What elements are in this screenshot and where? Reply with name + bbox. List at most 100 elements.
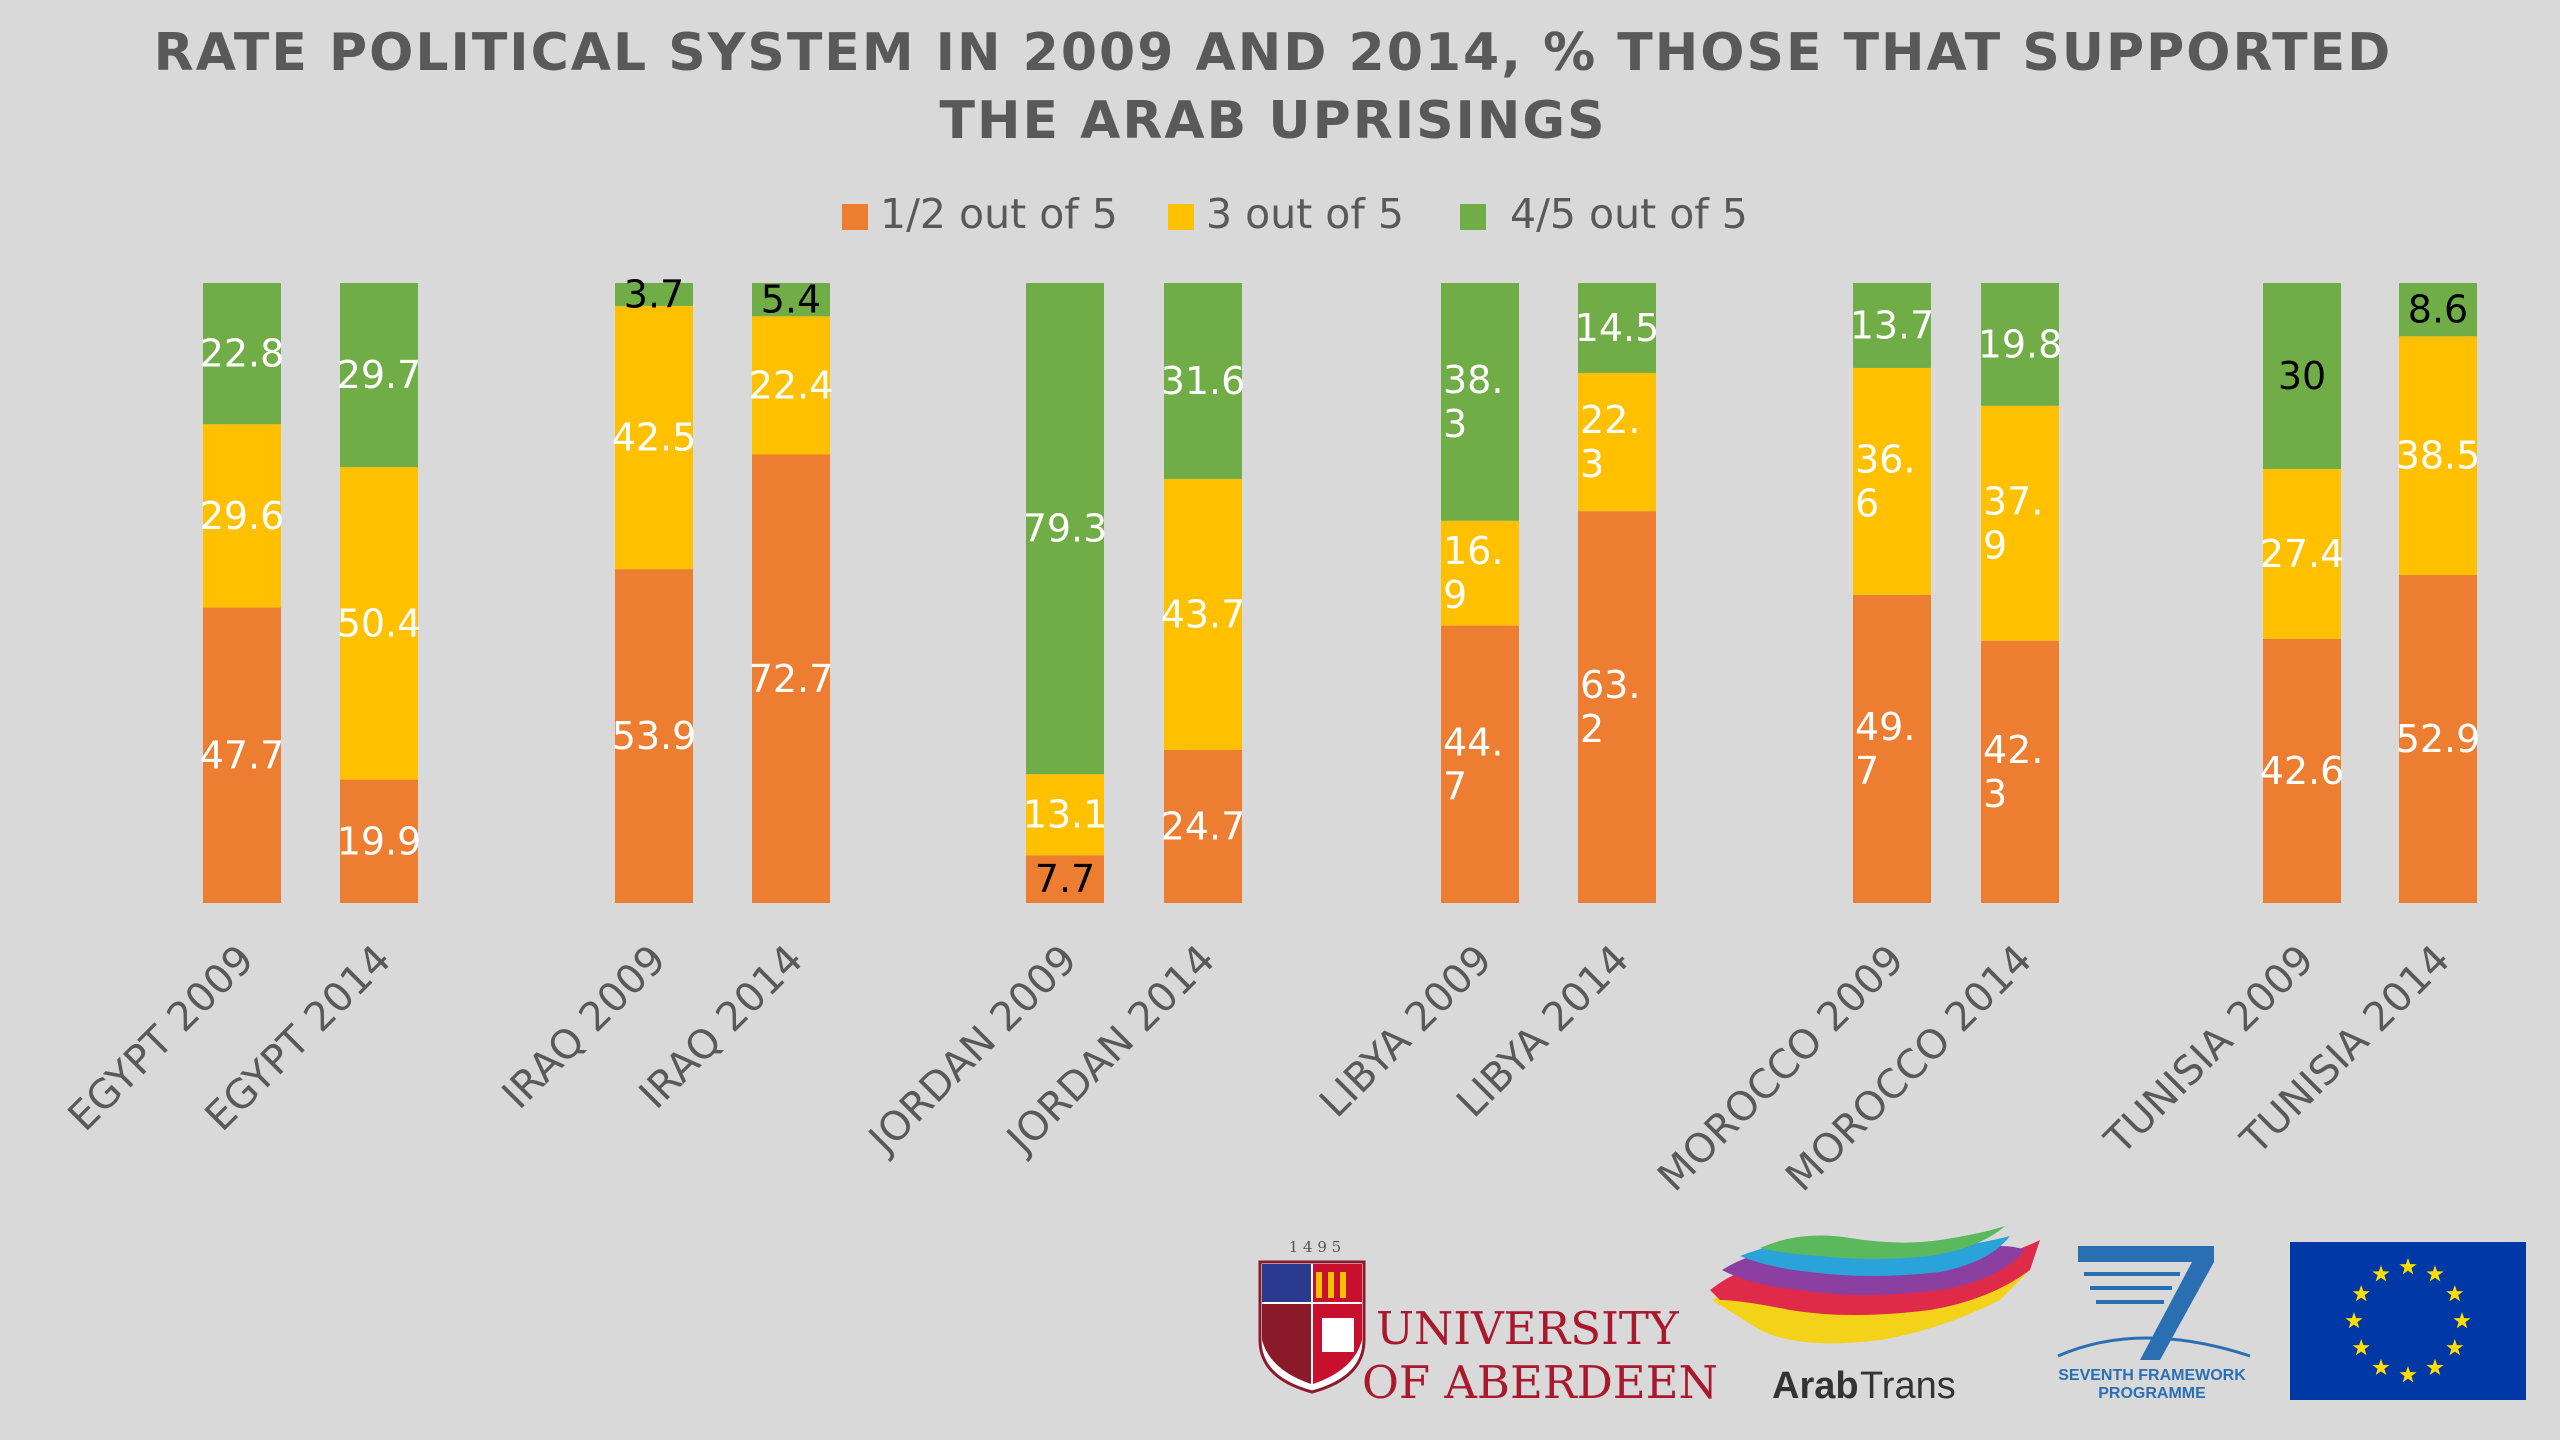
bar-segment-jordan-2014-fourfive: [1164, 283, 1242, 479]
value-label-line: 9: [1443, 573, 1467, 617]
value-label-line: 38.: [1443, 358, 1503, 402]
bar-segment-morocco-2014-three: [1981, 405, 2059, 641]
legend-label-half: 1/2 out of 5: [880, 190, 1118, 238]
value-label-line: 63.: [1580, 663, 1640, 707]
fp7-seven-icon: [2078, 1246, 2214, 1360]
eu-star-icon: [2453, 1312, 2471, 1329]
bar-segment-jordan-2009-half: [1026, 855, 1104, 903]
value-label-line: 13.7: [1850, 303, 1935, 347]
value-label-tunisia-2014-half: 52.9: [2396, 717, 2481, 761]
value-label-line: 49.: [1855, 705, 1915, 749]
value-label-line: 19.9: [337, 819, 422, 863]
value-label-egypt-2014-three: 50.4: [337, 601, 422, 645]
value-label-egypt-2009-half: 47.7: [200, 733, 285, 777]
bar-segment-jordan-2009-fourfive: [1026, 283, 1104, 775]
value-label-iraq-2009-three: 42.5: [612, 416, 697, 460]
aberdeen-crest-quarter-2-stripe-b: [1328, 1272, 1334, 1298]
bar-segment-morocco-2009-fourfive: [1853, 283, 1931, 368]
aberdeen-line-2: OF ABERDEEN: [1362, 1356, 1718, 1409]
fp7-arc-icon: [2057, 1336, 2251, 1358]
arabtrans-map-green: [1760, 1226, 2005, 1259]
bar-segment-egypt-2009-three: [203, 424, 281, 608]
aberdeen-crest-castle: [1322, 1318, 1354, 1352]
eu-star-icon: [2446, 1285, 2464, 1302]
value-label-line: 6: [1855, 481, 1879, 525]
value-label-line: 42.: [1983, 728, 2043, 772]
value-label-egypt-2014-fourfive: 29.7: [337, 353, 422, 397]
value-label-morocco-2009-fourfive: 13.7: [1850, 303, 1935, 347]
value-label-libya-2009-half: 44. 7: [1443, 720, 1503, 808]
value-label-iraq-2009-fourfive: 3.7: [624, 272, 684, 316]
bar-segment-iraq-2009-three: [615, 305, 693, 570]
arabtrans-wordmark-bold: Arab: [1772, 1365, 1859, 1407]
value-label-morocco-2014-three: 37. 9: [1983, 479, 2043, 567]
bar-segment-egypt-2009-fourfive: [203, 283, 281, 425]
value-label-libya-2014-fourfive: 14.5: [1575, 306, 1660, 350]
value-label-line: 3: [1580, 442, 1604, 486]
university-of-aberdeen-logo: 1 4 9 5 UNIVERSITY OF ABERDEEN: [1258, 1238, 1718, 1409]
bar-segment-libya-2014-three: [1578, 372, 1656, 512]
bar-segment-libya-2009-fourfive: [1441, 283, 1519, 521]
value-label-egypt-2009-three: 29.6: [200, 494, 285, 538]
value-label-line: 36.: [1855, 437, 1915, 481]
value-label-line: 43.7: [1161, 592, 1246, 636]
aberdeen-crest-quarter-3: [1262, 1304, 1311, 1384]
value-label-egypt-2009-fourfive: 22.8: [200, 332, 285, 376]
chart-title-line-1: RATE POLITICAL SYSTEM IN 2009 AND 2014, …: [154, 23, 2393, 83]
value-label-jordan-2014-half: 24.7: [1161, 804, 1246, 848]
legend-swatch-half: [842, 204, 868, 230]
bar-segment-tunisia-2009-three: [2263, 469, 2341, 639]
value-label-line: 5.4: [761, 278, 821, 322]
value-label-libya-2014-three: 22. 3: [1580, 398, 1640, 486]
eu-star-icon: [2372, 1358, 2390, 1375]
value-label-iraq-2014-half: 72.7: [749, 657, 834, 701]
bar-segment-iraq-2014-three: [752, 316, 830, 455]
value-label-tunisia-2009-half: 42.6: [2260, 749, 2345, 793]
aberdeen-crest-quarter-2-stripe: [1316, 1272, 1322, 1298]
value-label-line: 50.4: [337, 601, 422, 645]
bar-segment-egypt-2014-half: [340, 779, 418, 903]
fp7-seven-lines-icon: [2084, 1272, 2180, 1304]
bar-segment-egypt-2009-half: [203, 607, 281, 903]
bar-segment-jordan-2014-half: [1164, 749, 1242, 903]
bars-layer: [203, 283, 2477, 903]
bar-segment-jordan-2009-three: [1026, 774, 1104, 856]
arabtrans-map-red: [1710, 1240, 2040, 1315]
value-label-jordan-2009-half: 7.7: [1035, 857, 1095, 901]
bar-segment-morocco-2009-half: [1853, 594, 1931, 903]
value-label-jordan-2009-fourfive: 79.3: [1023, 507, 1108, 551]
eu-star-icon: [2399, 1258, 2417, 1275]
value-label-morocco-2009-half: 49. 7: [1855, 705, 1915, 793]
eu-star-icon: [2352, 1285, 2370, 1302]
value-label-line: 3: [1443, 402, 1467, 446]
bar-segment-iraq-2014-fourfive: [752, 283, 830, 317]
value-label-line: 8.6: [2408, 288, 2468, 332]
bar-segment-morocco-2014-half: [1981, 640, 2059, 903]
value-label-line: 42.6: [2260, 749, 2345, 793]
legend-label-fourfive: 4/5 out of 5: [1510, 190, 1748, 238]
bar-segment-libya-2009-three: [1441, 520, 1519, 626]
value-label-line: 53.9: [612, 714, 697, 758]
value-label-tunisia-2014-three: 38.5: [2396, 434, 2481, 478]
bar-segment-tunisia-2009-half: [2263, 638, 2341, 903]
arabtrans-wordmark-regular: Trans: [1860, 1365, 1956, 1407]
value-label-line: 37.: [1983, 479, 2043, 523]
bar-segment-libya-2014-fourfive: [1578, 283, 1656, 373]
eu-flag: [2290, 1242, 2526, 1400]
value-label-line: 30: [2278, 354, 2326, 398]
value-label-line: 7: [1443, 764, 1467, 808]
bar-segment-tunisia-2014-fourfive: [2399, 283, 2477, 337]
value-label-line: 2: [1580, 707, 1604, 751]
bar-segment-jordan-2014-three: [1164, 478, 1242, 750]
eu-stars: [2345, 1258, 2471, 1383]
value-label-iraq-2014-fourfive: 5.4: [761, 278, 821, 322]
fp7-line-2: PROGRAMME: [2098, 1385, 2206, 1402]
value-label-libya-2014-half: 63. 2: [1580, 663, 1640, 751]
aberdeen-crest-quarter-1: [1262, 1264, 1311, 1302]
legend-swatch-three: [1168, 204, 1194, 230]
bar-segment-libya-2014-half: [1578, 511, 1656, 903]
value-label-iraq-2014-three: 22.4: [749, 363, 834, 407]
value-label-line: 72.7: [749, 657, 834, 701]
